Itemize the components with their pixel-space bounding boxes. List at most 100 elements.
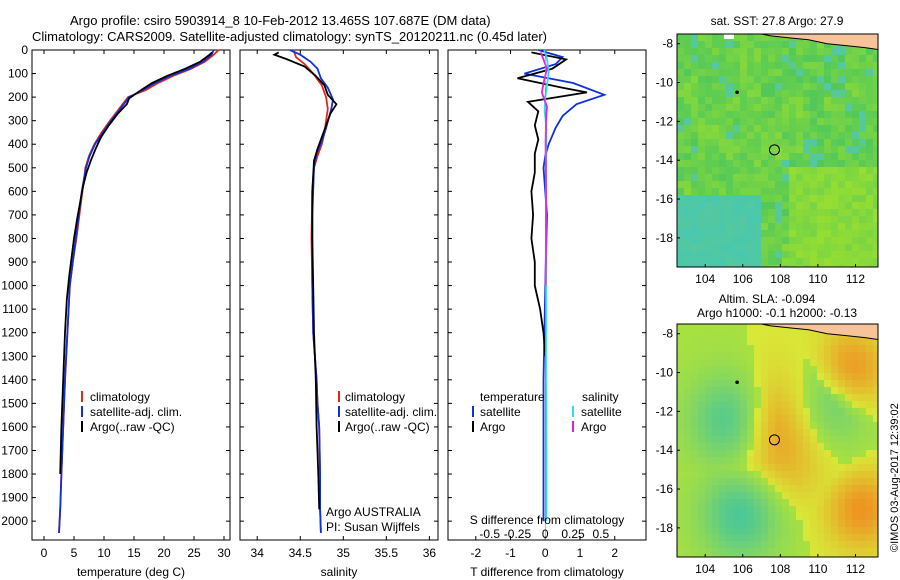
map-cell — [705, 139, 713, 147]
map-cell — [768, 534, 776, 542]
map-cell — [698, 513, 706, 521]
map-cell — [810, 401, 818, 409]
map-cell — [761, 181, 769, 189]
map-cell — [719, 132, 727, 140]
map-cell — [859, 415, 867, 423]
map-cell — [726, 230, 734, 238]
map-cell — [712, 244, 720, 252]
map-cell — [831, 366, 839, 374]
map-cell — [691, 146, 699, 154]
map-cell — [775, 506, 783, 514]
map-cell — [684, 499, 692, 507]
map-cell — [684, 541, 692, 549]
map-cell — [789, 380, 797, 388]
map-cell — [817, 209, 825, 217]
map-cell — [775, 394, 783, 402]
map-cell — [817, 366, 825, 374]
map-cell — [789, 485, 797, 493]
map-cell — [838, 237, 846, 245]
map-cell — [789, 513, 797, 521]
map-cell — [824, 345, 832, 353]
map-cell — [719, 83, 727, 91]
map-cell — [761, 104, 769, 112]
map-cell — [803, 188, 811, 196]
map-cell — [782, 181, 790, 189]
map-cell — [803, 555, 811, 557]
map-cell — [782, 41, 790, 49]
map-cell — [768, 478, 776, 486]
map-cell — [810, 132, 818, 140]
map-cell — [747, 450, 755, 458]
map-cell — [838, 373, 846, 381]
map-cell — [824, 97, 832, 105]
map-cell — [677, 76, 685, 84]
map-cell — [719, 373, 727, 381]
map-cell — [733, 548, 741, 556]
map-cell — [866, 258, 874, 266]
map-cell — [845, 422, 853, 430]
map-cell — [691, 69, 699, 77]
y-tick-label: 300 — [8, 114, 28, 128]
map-cell — [740, 527, 748, 535]
x-tick-label: 106 — [733, 562, 753, 576]
map-cell — [712, 265, 720, 267]
map-cell — [810, 415, 818, 423]
map-cell — [810, 181, 818, 189]
map-cell — [712, 188, 720, 196]
map-cell — [705, 331, 713, 339]
map-cell — [775, 202, 783, 210]
map-frame — [676, 323, 879, 558]
map-cell — [873, 139, 878, 147]
map-cell — [761, 387, 769, 395]
series-line — [517, 51, 588, 357]
map-cell — [754, 324, 762, 332]
map-cell — [684, 485, 692, 493]
map-cell — [754, 237, 762, 245]
map-cell — [740, 422, 748, 430]
map-cell — [775, 146, 783, 154]
map-cell — [782, 443, 790, 451]
map-cell — [712, 69, 720, 77]
map-cell — [768, 457, 776, 465]
map-cell — [803, 366, 811, 374]
map-cell — [754, 520, 762, 528]
map-cell — [817, 132, 825, 140]
map-cell — [831, 174, 839, 182]
map-cell — [712, 415, 720, 423]
map-cell — [817, 251, 825, 259]
map-cell — [761, 153, 769, 161]
map-cell — [796, 188, 804, 196]
map-cell — [866, 338, 874, 346]
map-cell — [768, 209, 776, 217]
map-cell — [677, 237, 685, 245]
map-cell — [761, 401, 769, 409]
map-cell — [698, 230, 706, 238]
map-cell — [803, 223, 811, 231]
map-cell — [747, 153, 755, 161]
map-cell — [775, 258, 783, 266]
map-cell — [845, 541, 853, 549]
map-cell — [684, 118, 692, 126]
map-cell — [824, 41, 832, 49]
legend-title: temperature — [480, 390, 545, 404]
map-cell — [747, 167, 755, 175]
map-cell — [782, 485, 790, 493]
map-cell — [705, 464, 713, 472]
map-cell — [754, 408, 762, 416]
map-cell — [859, 471, 867, 479]
map-cell — [712, 345, 720, 353]
map-cell — [684, 338, 692, 346]
map-cell — [845, 450, 853, 458]
map-cell — [768, 55, 776, 63]
map-cell — [810, 331, 818, 339]
map-cell — [712, 422, 720, 430]
map-cell — [754, 366, 762, 374]
map-cell — [866, 429, 874, 437]
map-cell — [740, 534, 748, 542]
map-cell — [740, 324, 748, 332]
map-cell — [859, 394, 867, 402]
map-cell — [803, 359, 811, 367]
map-cell — [761, 174, 769, 182]
map-cell — [698, 265, 706, 267]
map-cell — [726, 380, 734, 388]
